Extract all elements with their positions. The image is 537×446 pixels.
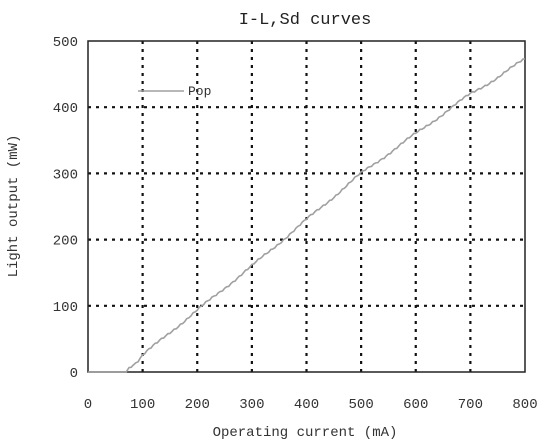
y-tick-label: 200 <box>53 234 78 250</box>
legend-label: Pop <box>188 84 211 99</box>
x-tick-label: 400 <box>294 397 319 413</box>
x-tick-label: 0 <box>84 397 92 413</box>
series-line-pop <box>88 58 526 373</box>
x-tick-label: 600 <box>403 397 428 413</box>
x-tick-label: 100 <box>130 397 155 413</box>
y-tick-label: 300 <box>53 167 78 183</box>
y-tick-label: 0 <box>70 366 78 382</box>
legend: Pop <box>138 84 211 99</box>
y-tick-label: 400 <box>53 101 78 117</box>
y-tick-label: 500 <box>53 35 78 51</box>
plot-frame <box>87 40 526 373</box>
y-tick-label: 100 <box>53 300 78 316</box>
x-tick-labels: 0 100 200 300 400 500 600 700 800 <box>84 397 537 413</box>
series <box>88 58 526 373</box>
y-tick-labels: 0 100 200 300 400 500 <box>53 35 78 382</box>
x-axis-label: Operating current (mA) <box>213 425 398 441</box>
grid <box>88 41 525 372</box>
x-tick-label: 500 <box>349 397 374 413</box>
chart-title: I-L,Sd curves <box>239 11 372 30</box>
x-tick-label: 300 <box>239 397 264 413</box>
x-tick-label: 200 <box>185 397 210 413</box>
y-axis-label: Light output (mW) <box>6 135 22 278</box>
x-tick-label: 800 <box>512 397 537 413</box>
x-tick-label: 700 <box>458 397 483 413</box>
